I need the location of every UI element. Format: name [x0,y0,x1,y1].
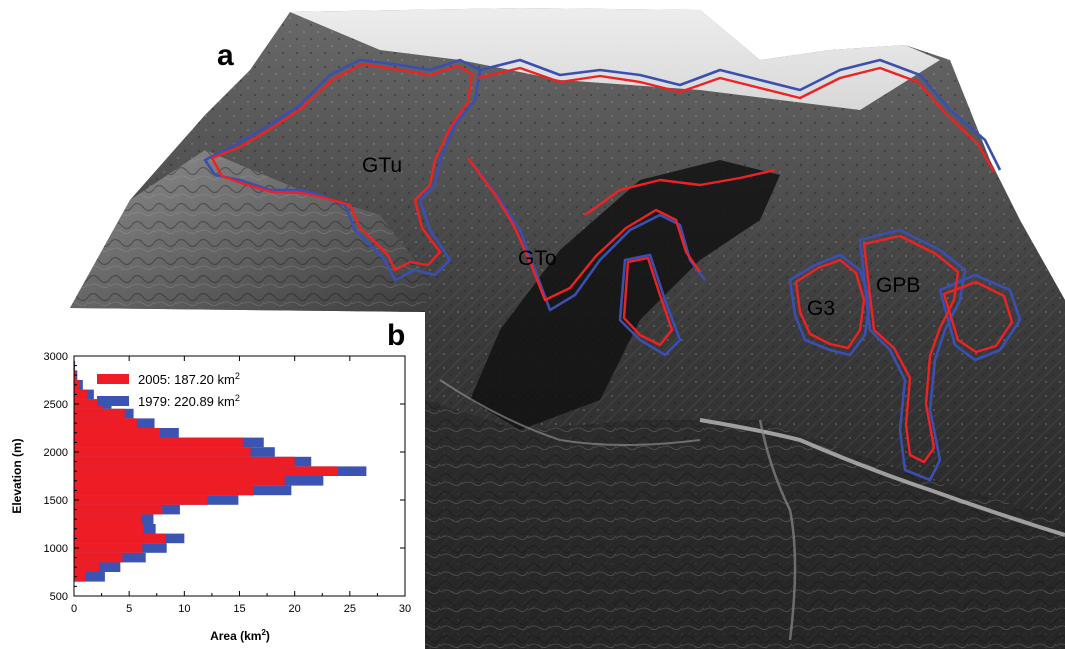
bar-2005-850 [74,552,123,563]
bar-2005-1550 [74,485,254,496]
x-tick-label: 0 [71,603,77,615]
inset-chart: 0 5 10 15 20 25 30 500 1000 1500 2000 2500 3000 Are… [10,351,411,643]
outline-1979-gtu [203,58,482,282]
road [439,379,701,446]
y-tick-label: 1500 [44,495,68,507]
legend-swatch-2005 [97,374,129,384]
x-tick-label: 5 [126,603,132,615]
y-tick-label: 500 [50,591,68,603]
bar-2005-2550 [74,389,88,400]
y-tick-label: 2500 [44,399,68,411]
outline-2005-gto [467,157,701,302]
bar-2005-2350 [74,408,125,419]
outlines-1979 [203,58,1022,482]
bar-2005-1350 [74,504,163,515]
bar-2005-1650 [74,476,285,486]
river [699,418,1065,537]
bar-2005-1250 [74,514,142,524]
y-axis-title: Elevation (m) [10,438,24,513]
outline-2005-gpb [862,234,960,464]
bar-2005-2250 [74,418,137,428]
outline-2005-right [942,280,1014,354]
glacier-label-g3: G3 [807,297,835,320]
bar-2005-750 [74,562,100,572]
x-tick-label: 20 [289,603,301,615]
x-tick-label: 10 [178,603,190,615]
x-tick-label: 15 [233,603,245,615]
x-tick-label: 25 [344,603,356,615]
bar-2005-2150 [74,428,161,438]
y-tick-label: 1000 [44,543,68,555]
bar-2005-1950 [74,447,251,457]
bar-1979-650 [74,572,105,582]
outline-1979-right [938,273,1022,362]
terrain-image [70,8,1065,649]
outline-1979-mid [618,253,682,357]
panel-a-letter: a [217,39,234,72]
bar-2005-1850 [74,456,295,467]
outline-2005-ridge [477,66,996,173]
outlines-2005 [210,62,1014,464]
panel-b-letter: b [387,319,405,352]
bar-2005-950 [74,543,143,553]
glacier-label-gto: GTo [518,247,557,270]
x-tick-label: 30 [399,603,411,615]
outline-2005-gto-edge [584,168,776,216]
bar-2005-1150 [74,524,144,534]
y-axis-ticks: 500 1000 1500 2000 2500 3000 [44,351,405,603]
outline-2005-mid [622,256,674,347]
lower-valley-rock [425,400,1065,649]
bars-2005 [74,360,338,582]
outline-1979-ridge [479,58,1002,171]
bar-2005-1750 [74,466,338,476]
bar-2005-1450 [74,495,208,505]
left-slope-rock [70,150,430,312]
outline-1979-g3 [788,253,872,357]
outline-2005-gtu [210,62,474,272]
outline-1979-gpb [858,228,967,482]
x-axis-ticks: 0 5 10 15 20 25 30 [71,356,411,615]
outline-2005-g3 [794,258,866,350]
y-tick-label: 2000 [44,447,68,459]
bar-2005-2450 [74,399,103,409]
river-branch [758,419,797,641]
y-tick-label: 3000 [44,351,68,363]
glacier-label-gtu: GTu [362,154,402,177]
legend-swatch-1979 [97,396,129,406]
legend-label-1979: 1979: 220.89 km2 [138,393,240,409]
bar-2005-1050 [74,533,166,544]
x-axis-title: Area (km2) [210,628,270,643]
glacier-label-gpb: GPB [876,274,920,297]
legend-label-2005: 2005: 187.20 km2 [138,371,240,387]
outline-1979-gto [468,159,707,312]
bar-2005-650 [74,572,86,582]
legend: 2005: 187.20 km2 1979: 220.89 km2 [97,371,240,409]
bar-2005-2050 [74,437,243,448]
